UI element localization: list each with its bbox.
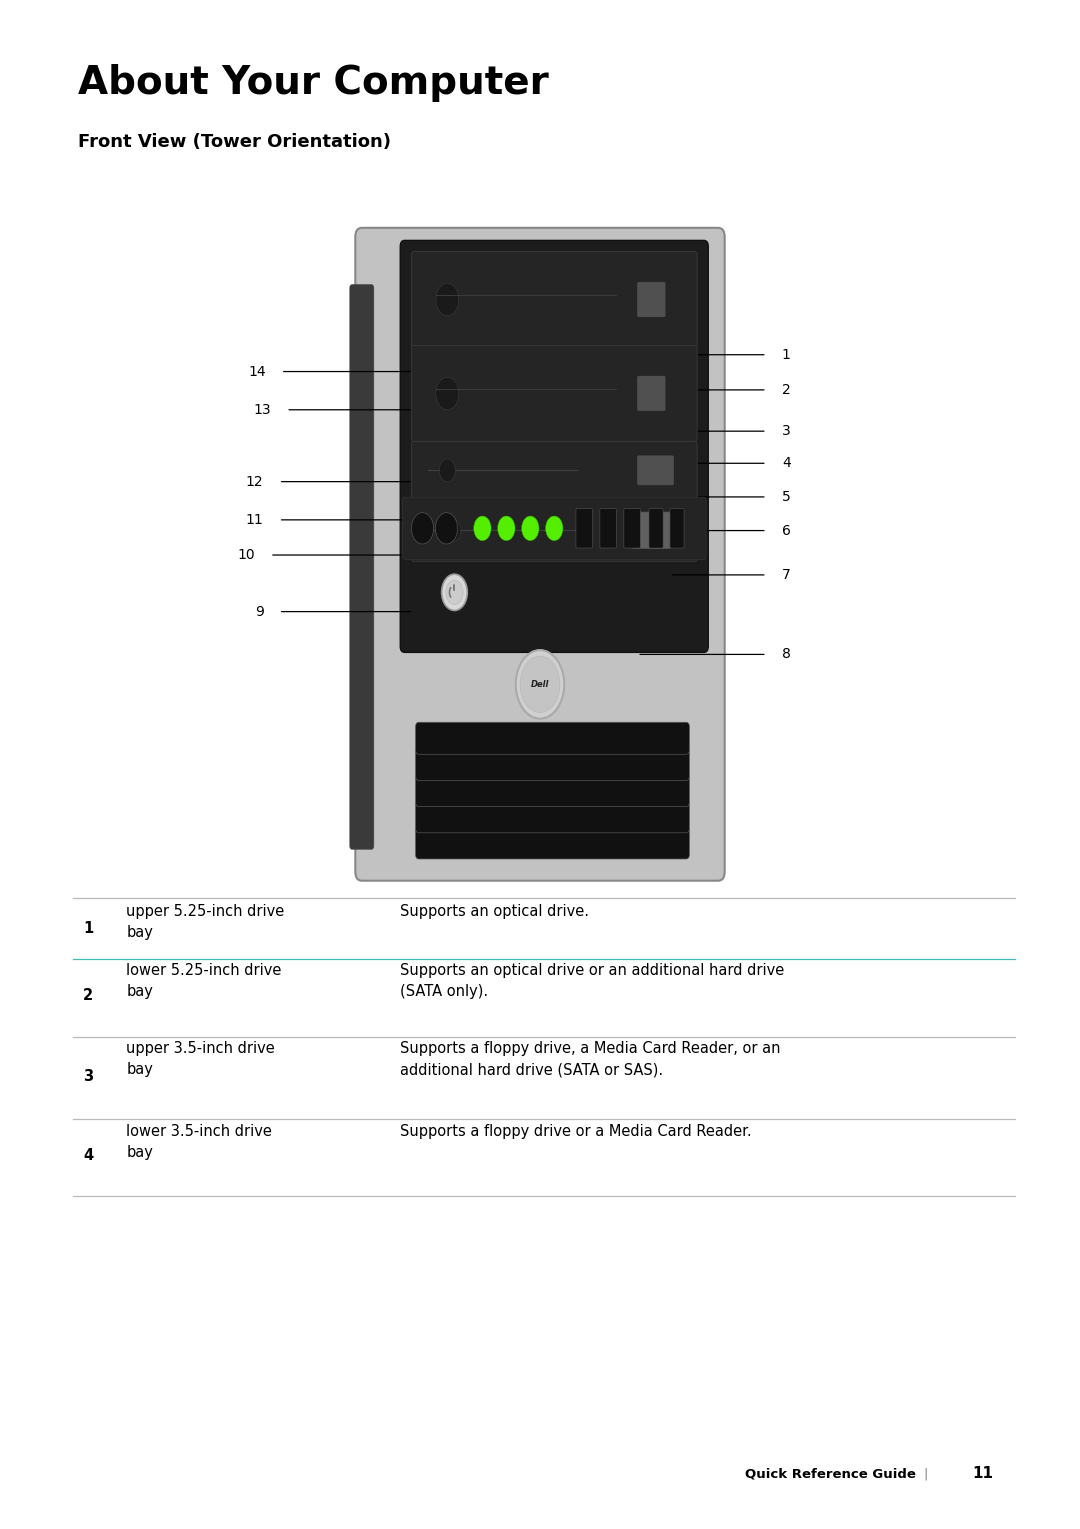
FancyBboxPatch shape (403, 497, 706, 560)
FancyBboxPatch shape (632, 512, 671, 549)
Text: 11: 11 (246, 512, 264, 528)
FancyBboxPatch shape (624, 509, 640, 547)
Text: upper 5.25-inch drive
bay: upper 5.25-inch drive bay (126, 904, 285, 940)
Text: 8: 8 (782, 647, 791, 662)
FancyBboxPatch shape (416, 827, 689, 859)
Text: 4: 4 (782, 456, 791, 471)
FancyBboxPatch shape (637, 283, 665, 317)
Circle shape (521, 656, 559, 713)
FancyBboxPatch shape (599, 509, 617, 547)
FancyBboxPatch shape (416, 775, 689, 807)
FancyBboxPatch shape (411, 346, 697, 442)
FancyBboxPatch shape (637, 456, 674, 485)
Text: Dell: Dell (530, 680, 550, 690)
FancyBboxPatch shape (649, 509, 663, 547)
FancyBboxPatch shape (416, 722, 689, 754)
Text: 10: 10 (238, 547, 255, 563)
Circle shape (435, 512, 458, 544)
Text: 13: 13 (254, 402, 271, 417)
FancyBboxPatch shape (411, 251, 697, 347)
Text: |: | (923, 1468, 928, 1480)
FancyBboxPatch shape (350, 284, 374, 849)
FancyBboxPatch shape (401, 240, 708, 653)
Circle shape (446, 579, 463, 604)
Text: 14: 14 (248, 364, 266, 379)
Text: Supports an optical drive.: Supports an optical drive. (400, 904, 589, 919)
Text: Front View (Tower Orientation): Front View (Tower Orientation) (78, 133, 391, 151)
Text: Quick Reference Guide: Quick Reference Guide (745, 1468, 916, 1480)
Text: upper 3.5-inch drive
bay: upper 3.5-inch drive bay (126, 1041, 275, 1078)
FancyBboxPatch shape (416, 801, 689, 833)
Text: Supports an optical drive or an additional hard drive
(SATA only).: Supports an optical drive or an addition… (400, 963, 784, 1000)
Text: 11: 11 (972, 1466, 993, 1482)
Circle shape (474, 515, 491, 541)
FancyBboxPatch shape (411, 500, 697, 561)
Circle shape (436, 283, 459, 315)
FancyBboxPatch shape (637, 376, 665, 411)
Text: Supports a floppy drive or a Media Card Reader.: Supports a floppy drive or a Media Card … (400, 1124, 752, 1139)
Circle shape (440, 459, 456, 482)
FancyBboxPatch shape (576, 509, 593, 547)
Text: 2: 2 (83, 988, 93, 1003)
Text: 2: 2 (782, 382, 791, 398)
Text: lower 5.25-inch drive
bay: lower 5.25-inch drive bay (126, 963, 282, 1000)
Text: 1: 1 (83, 920, 93, 936)
Text: 3: 3 (83, 1069, 93, 1084)
Text: 4: 4 (83, 1148, 93, 1164)
Text: 5: 5 (782, 489, 791, 505)
Circle shape (516, 650, 564, 719)
Text: Supports a floppy drive, a Media Card Reader, or an
additional hard drive (SATA : Supports a floppy drive, a Media Card Re… (400, 1041, 780, 1078)
Text: 6: 6 (782, 523, 791, 538)
Text: 7: 7 (782, 567, 791, 583)
Circle shape (411, 512, 433, 544)
Circle shape (522, 515, 539, 541)
FancyBboxPatch shape (416, 748, 689, 780)
Circle shape (445, 520, 461, 541)
Circle shape (545, 515, 563, 541)
Text: 12: 12 (246, 474, 264, 489)
FancyBboxPatch shape (670, 509, 684, 547)
Text: 1: 1 (782, 347, 791, 362)
FancyBboxPatch shape (411, 442, 697, 500)
FancyBboxPatch shape (355, 228, 725, 881)
Text: 3: 3 (782, 424, 791, 439)
Circle shape (436, 378, 459, 410)
Text: 9: 9 (255, 604, 264, 619)
Circle shape (498, 515, 515, 541)
Circle shape (442, 575, 468, 610)
Text: lower 3.5-inch drive
bay: lower 3.5-inch drive bay (126, 1124, 272, 1161)
Text: About Your Computer: About Your Computer (78, 64, 549, 102)
